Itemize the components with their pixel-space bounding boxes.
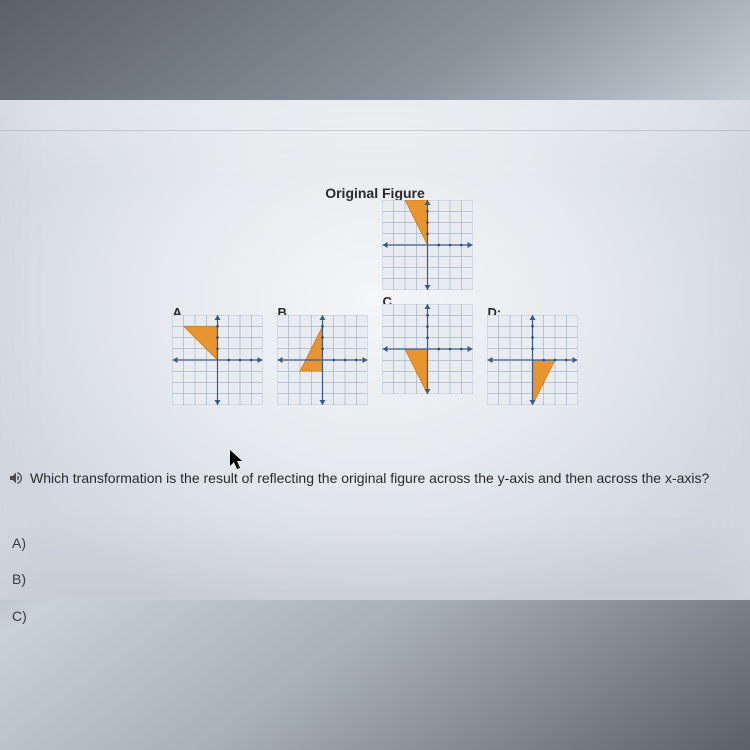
answer-choices: A) B) C) bbox=[12, 525, 27, 634]
answer-a[interactable]: A) bbox=[12, 525, 27, 561]
original-figure-title: Original Figure bbox=[325, 185, 425, 201]
grid-c bbox=[383, 304, 473, 394]
option-b-col: B. bbox=[278, 305, 368, 405]
figures-container: A. B. C. D: bbox=[173, 200, 578, 405]
question-text: Which transformation is the result of re… bbox=[30, 470, 709, 486]
answer-b[interactable]: B) bbox=[12, 561, 27, 597]
original-and-c-col: C. bbox=[383, 200, 473, 394]
answer-c[interactable]: C) bbox=[12, 598, 27, 634]
grid-d bbox=[488, 315, 578, 405]
grid-original bbox=[383, 200, 473, 290]
divider-line bbox=[0, 130, 750, 131]
option-d-col: D: bbox=[488, 305, 578, 405]
option-a-col: A. bbox=[173, 305, 263, 405]
cursor-icon bbox=[230, 450, 246, 470]
question-row: Which transformation is the result of re… bbox=[8, 470, 738, 486]
audio-icon[interactable] bbox=[8, 470, 24, 486]
grid-b bbox=[278, 315, 368, 405]
grid-a bbox=[173, 315, 263, 405]
